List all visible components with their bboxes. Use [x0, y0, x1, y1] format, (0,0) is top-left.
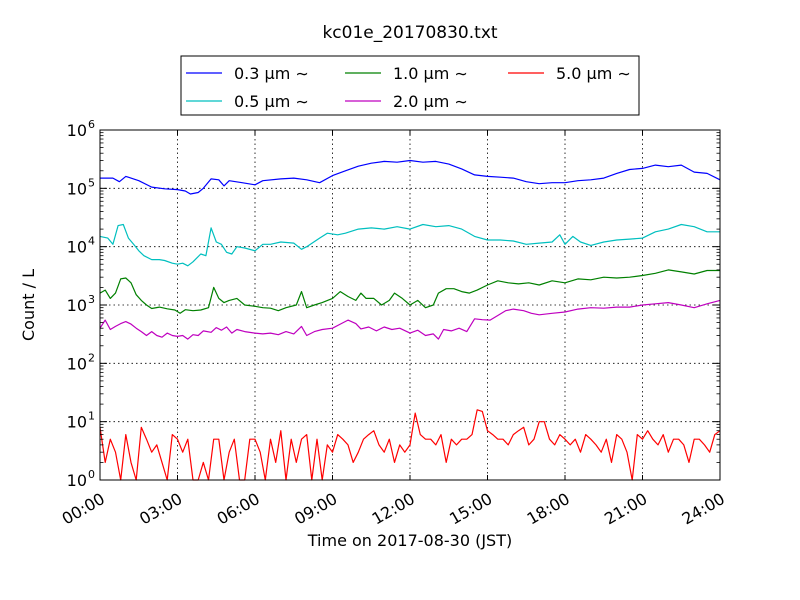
- y-tick-exponent: 6: [88, 118, 95, 131]
- series-line-2: [99, 269, 720, 314]
- x-tick-labels: 00:00 03:00 06:00 09:00 12:00 15:00 18:00 21:00…: [59, 489, 728, 529]
- y-tick-label: 106: [67, 118, 95, 140]
- series-line-1: [99, 223, 720, 267]
- series-line-3: [99, 299, 721, 340]
- y-tick-label: 101: [67, 410, 95, 432]
- series-line-0: [100, 159, 721, 195]
- y-tick-label: 102: [67, 351, 95, 373]
- x-tick-label: 21:00: [601, 489, 650, 529]
- y-tick-exponent: 1: [88, 410, 95, 423]
- series-group: [99, 159, 721, 481]
- legend-box: [180, 55, 640, 116]
- x-tick-label: 18:00: [524, 489, 573, 529]
- legend: 0.3 μm ∼ 0.5 μm ∼ 1.0 μm ∼ 2.0 μm ∼ 5.0 μm ∼: [180, 55, 640, 116]
- y-axis-label: Count / L: [19, 269, 38, 341]
- legend-label: 0.3 μm ∼: [234, 64, 309, 83]
- legend-label: 2.0 μm ∼: [393, 92, 468, 111]
- y-tick-label: 105: [67, 176, 95, 198]
- chart-title: kc01e_20170830.txt: [322, 23, 497, 43]
- x-tick-label: 12:00: [369, 489, 418, 529]
- y-tick-label: 100: [67, 468, 95, 490]
- plot-frame: [99, 129, 721, 481]
- y-tick-exponent: 2: [88, 351, 95, 364]
- legend-label: 1.0 μm ∼: [393, 64, 468, 83]
- x-tick-label: 24:00: [679, 489, 728, 529]
- y-tick-exponent: 3: [88, 293, 95, 306]
- y-tick-exponent: 0: [88, 468, 95, 481]
- y-tick-exponent: 4: [88, 235, 95, 248]
- x-tick-label: 00:00: [59, 489, 108, 529]
- legend-label: 0.5 μm ∼: [234, 92, 309, 111]
- x-tick-label: 15:00: [446, 489, 495, 529]
- x-tick-label: 09:00: [291, 489, 340, 529]
- y-tick-label: 104: [67, 235, 95, 257]
- x-tick-label: 06:00: [214, 489, 263, 529]
- y-tick-exponent: 5: [88, 176, 95, 189]
- series-line-4: [99, 409, 721, 481]
- x-tick-label: 03:00: [136, 489, 185, 529]
- x-axis-label: Time on 2017-08-30 (JST): [307, 531, 512, 550]
- legend-label: 5.0 μm ∼: [556, 64, 631, 83]
- y-tick-label: 103: [67, 293, 95, 315]
